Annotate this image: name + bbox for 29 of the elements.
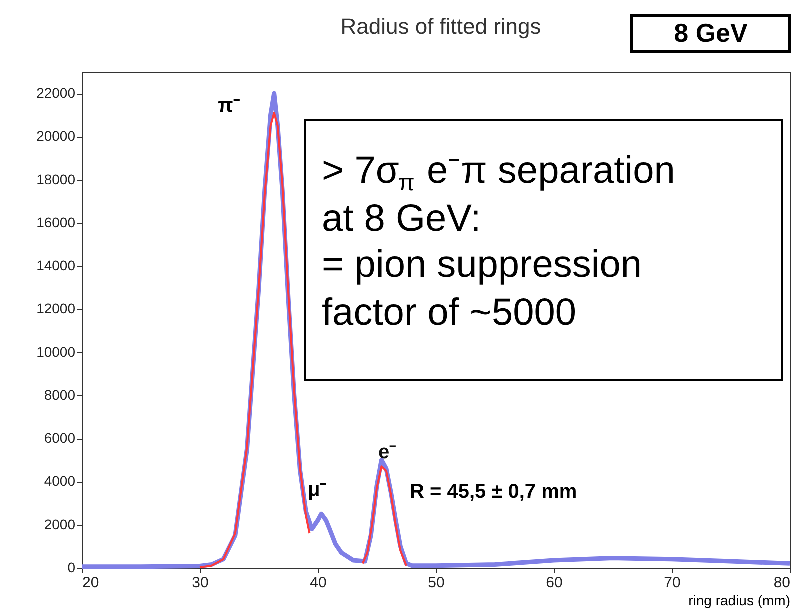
annotation: e⁻ [378, 441, 397, 464]
x-tick-label: 20 [82, 574, 100, 592]
annotation: = pion suppression [322, 244, 642, 286]
y-tick-label: 22000 [36, 85, 76, 102]
y-tick-label: 14000 [36, 258, 76, 274]
x-tick-label: 80 [774, 574, 790, 592]
x-axis-title: ring radius (mm) [688, 592, 790, 608]
text: 8 GeV [674, 18, 749, 48]
y-tick-label: 10000 [36, 344, 76, 360]
x-tick-label: 70 [664, 574, 681, 592]
x-tick-label: 50 [428, 574, 445, 592]
annotation: π⁻ [218, 95, 240, 117]
annotation: μ⁻ [308, 479, 328, 501]
x-tick-label: 30 [192, 574, 209, 592]
annotation: factor of ~5000 [322, 292, 577, 334]
y-tick-label: 4000 [44, 473, 76, 490]
y-tick-label: 8000 [44, 386, 76, 403]
annotation: R = 45,5 ± 0,7 mm [410, 481, 578, 503]
chart-title: Radius of fitted rings [340, 14, 542, 39]
y-tick-label: 16000 [36, 214, 76, 230]
y-tick-label: 12000 [36, 300, 76, 317]
y-tick-label: 20000 [36, 128, 76, 144]
y-tick-label: 6000 [44, 430, 76, 446]
y-tick-label: 18000 [36, 171, 76, 188]
y-tick-label: 2000 [44, 516, 76, 532]
annotation: at 8 GeV: [322, 198, 482, 240]
y-tick-label: 0 [68, 560, 76, 576]
x-tick-label: 40 [310, 574, 327, 592]
x-tick-label: 60 [546, 574, 563, 592]
